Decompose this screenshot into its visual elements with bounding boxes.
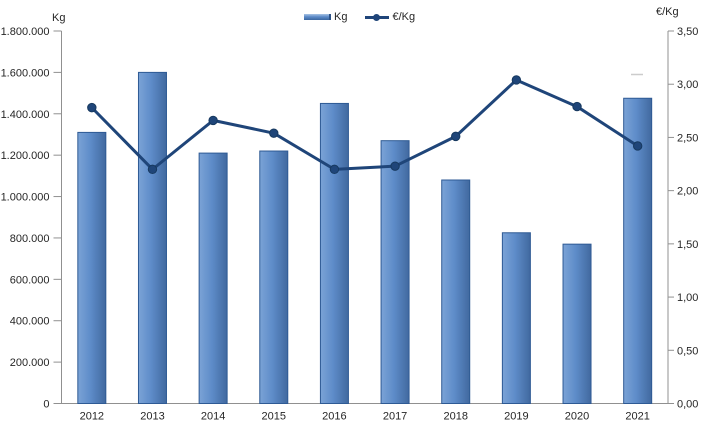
line-point-2014[interactable] [208,115,218,126]
line-point-2020[interactable] [572,101,582,112]
bar-2019[interactable] [501,232,531,404]
right-axis-tick-label: 2,50 [677,132,698,144]
bar-2015[interactable] [259,150,289,404]
line-point-2013[interactable] [147,164,158,175]
bar-2016[interactable] [319,102,349,405]
bar-2018[interactable] [441,179,471,404]
x-axis-label-2019: 2019 [504,411,528,423]
bar-2014[interactable] [198,152,228,404]
left-axis-tick-label: 800.000 [10,233,50,245]
bar-2013[interactable] [137,71,167,404]
left-axis-tick-label: 600.000 [10,274,50,286]
bar-2021[interactable] [623,97,653,404]
x-axis-label-2012: 2012 [80,411,104,423]
left-axis-tick-label: 0 [43,399,49,411]
line-point-2018[interactable] [451,131,461,142]
left-axis-tick-label: 1.400.000 [1,109,50,121]
right-axis-tick-label: 3,00 [677,79,698,91]
left-axis-title: Kg [52,12,66,24]
right-axis-tick-label: 3,50 [677,26,698,38]
left-axis-tick-label: 1.800.000 [1,26,50,38]
legend-label-kg: Kg [334,11,348,23]
left-axis-tick-label: 1.600.000 [1,67,50,79]
right-axis-tick-label: 1,50 [677,239,698,251]
line-point-2015[interactable] [269,128,279,138]
right-axis-tick-label: 1,00 [677,292,698,304]
x-axis-label-2017: 2017 [383,411,407,423]
line-point-2017[interactable] [390,161,400,171]
left-axis-tick-label: 400.000 [10,316,50,328]
left-axis-tick-label: 1.200.000 [1,150,50,162]
x-axis-label-2014: 2014 [201,411,225,423]
left-axis-tick-label: 200.000 [10,357,50,369]
left-axis-tick-label: 1.000.000 [1,192,50,204]
bar-2012[interactable] [77,131,107,404]
bar-2020[interactable] [562,243,592,404]
right-axis-tick-label: 2,00 [677,186,698,198]
line-point-2012[interactable] [87,102,97,113]
bar-series-swatch-icon [304,14,331,20]
line-series-swatch-icon [365,13,390,21]
legend-item-kg[interactable]: Kg [304,11,347,23]
x-axis-label-2016: 2016 [322,411,346,423]
x-axis-label-2015: 2015 [262,411,286,423]
legend: Kg €/Kg [304,11,415,23]
bar-2017[interactable] [380,140,410,405]
eur-per-kg-line[interactable] [90,78,640,171]
legend-label-eur-per-kg: €/Kg [392,11,416,23]
line-point-2019[interactable] [511,75,522,85]
right-axis-tick-label: 0,50 [677,345,698,357]
x-axis-label-2021: 2021 [625,411,649,423]
line-point-2021[interactable] [632,141,643,151]
x-axis-label-2018: 2018 [443,411,467,423]
x-axis-label-2013: 2013 [140,411,164,423]
line-point-2016[interactable] [329,164,340,175]
line-swatch-marker-icon [373,13,381,21]
legend-item-eur-per-kg[interactable]: €/Kg [365,11,415,23]
right-axis-title: €/Kg [656,6,679,18]
x-axis-label-2020: 2020 [565,411,589,423]
right-axis-tick-label: 0,00 [677,399,698,411]
